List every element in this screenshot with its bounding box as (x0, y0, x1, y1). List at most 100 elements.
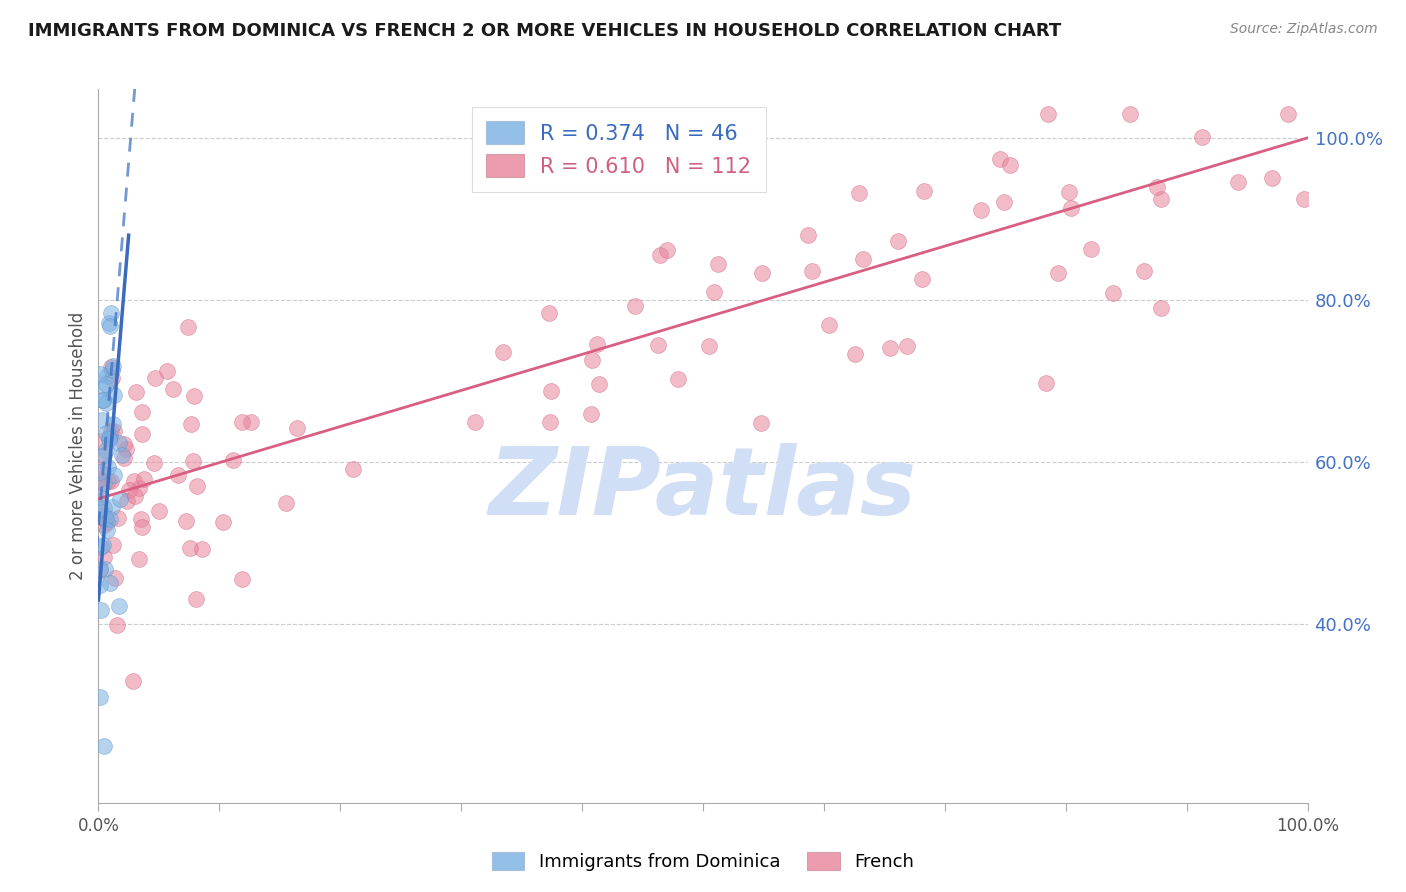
Point (707, 257, 730, 271)
Point (817, 318, 839, 333)
Point (231, 415, 253, 429)
Point (94, 396, 117, 410)
Point (464, 415, 486, 429)
Point (91, 464, 114, 478)
Point (100, 425, 122, 439)
Point (101, 363, 124, 377)
Point (89, 368, 111, 382)
Y-axis label: 2 or more Vehicles in Household: 2 or more Vehicles in Household (69, 312, 87, 580)
Point (103, 388, 125, 402)
Point (101, 538, 124, 552)
Point (100, 500, 122, 514)
Point (131, 427, 153, 442)
Point (879, 341, 901, 355)
Point (96, 512, 118, 526)
Point (231, 572, 253, 586)
Point (89, 578, 111, 592)
Point (91, 393, 114, 408)
Point (98, 512, 121, 526)
Point (100, 475, 122, 489)
Point (276, 496, 298, 510)
Point (112, 436, 135, 450)
Point (101, 371, 124, 385)
Point (1227, 175, 1250, 189)
Point (579, 407, 602, 421)
Point (89, 490, 111, 504)
Point (107, 510, 129, 524)
Point (143, 456, 166, 470)
Point (107, 436, 129, 450)
Point (112, 450, 135, 465)
Point (89, 502, 111, 516)
Point (90, 479, 112, 493)
Point (1150, 192, 1173, 206)
Point (91, 393, 114, 408)
Point (100, 306, 122, 320)
Point (1059, 185, 1081, 199)
Point (124, 489, 146, 503)
Text: ZIPatlas: ZIPatlas (489, 442, 917, 535)
Point (912, 184, 935, 198)
Point (844, 347, 866, 361)
Point (1261, 171, 1284, 186)
Point (666, 372, 689, 386)
Point (101, 417, 124, 432)
Point (540, 384, 562, 399)
Point (96, 515, 118, 529)
Point (89, 563, 111, 577)
Point (96, 376, 118, 391)
Point (94, 426, 117, 441)
Point (97, 431, 120, 445)
Point (93, 380, 115, 394)
Point (97, 459, 120, 474)
Point (537, 306, 560, 320)
Point (93, 508, 115, 522)
Point (588, 377, 610, 392)
Point (93, 501, 115, 516)
Point (122, 474, 145, 488)
Text: IMMIGRANTS FROM DOMINICA VS FRENCH 2 OR MORE VEHICLES IN HOUSEHOLD CORRELATION C: IMMIGRANTS FROM DOMINICA VS FRENCH 2 OR … (28, 22, 1062, 40)
Point (110, 448, 132, 462)
Point (90, 434, 112, 449)
Point (801, 263, 824, 277)
Point (177, 320, 200, 334)
Point (998, 159, 1021, 173)
Legend: Immigrants from Dominica, French: Immigrants from Dominica, French (485, 845, 921, 879)
Point (103, 467, 125, 482)
Point (852, 252, 875, 267)
Point (131, 405, 153, 419)
Point (624, 300, 647, 314)
Point (89, 690, 111, 704)
Point (156, 364, 179, 378)
Point (751, 416, 773, 430)
Point (108, 599, 131, 613)
Point (118, 483, 141, 497)
Point (121, 674, 143, 689)
Point (1035, 376, 1057, 390)
Point (90, 413, 112, 427)
Point (96, 442, 118, 457)
Point (848, 186, 870, 200)
Point (90, 540, 112, 554)
Point (143, 371, 166, 385)
Point (96, 523, 118, 537)
Point (103, 424, 125, 438)
Point (342, 461, 364, 475)
Point (128, 552, 150, 566)
Point (212, 515, 235, 529)
Point (117, 494, 139, 508)
Point (970, 202, 993, 217)
Point (1277, 106, 1299, 120)
Point (751, 267, 773, 281)
Point (89, 472, 111, 486)
Point (1133, 264, 1156, 278)
Point (1119, 106, 1142, 120)
Point (491, 344, 513, 359)
Point (129, 512, 152, 526)
Point (128, 482, 150, 496)
Point (148, 504, 170, 518)
Point (896, 339, 918, 353)
Point (104, 571, 127, 585)
Point (285, 420, 308, 434)
Point (98, 432, 121, 446)
